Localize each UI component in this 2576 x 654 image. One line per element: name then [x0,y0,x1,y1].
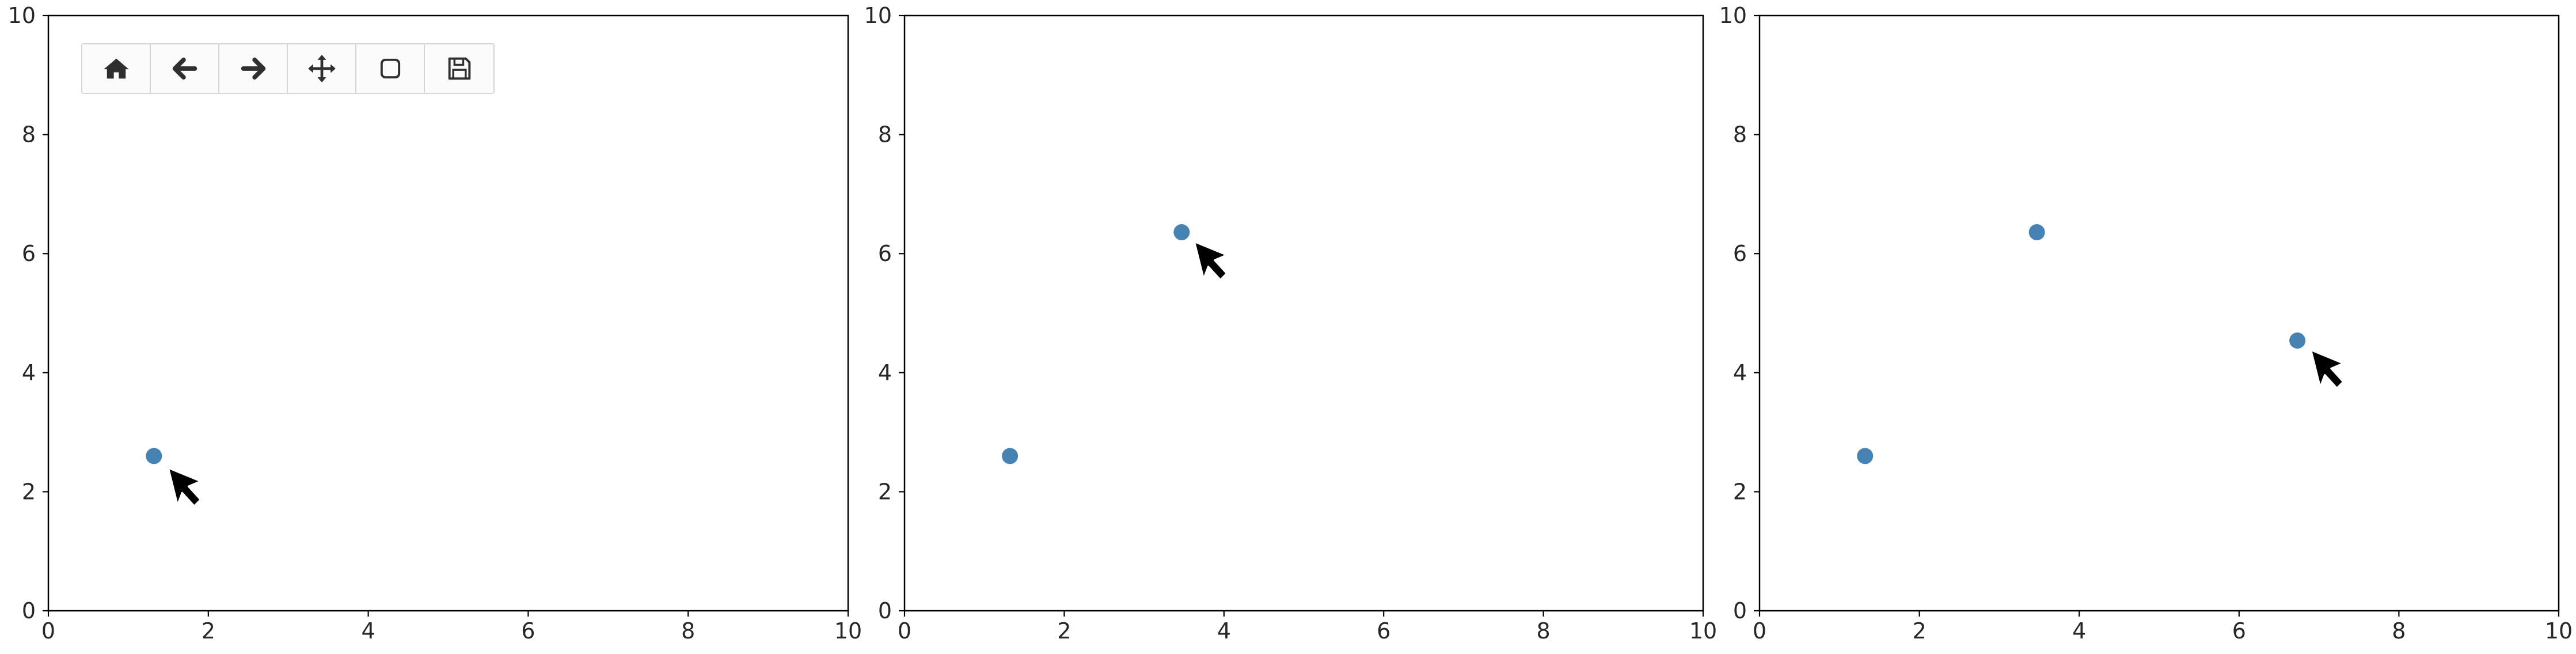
y-tick-label: 4 [878,360,892,385]
x-tick-label: 10 [2545,618,2573,644]
y-tick-label: 10 [1719,3,1747,28]
y-tick-label: 6 [878,241,892,266]
axes-frame [1758,14,2560,612]
arrow-right-icon [241,57,265,80]
x-tick-label: 8 [681,618,695,644]
y-tick-label: 10 [864,3,892,28]
y-tick-label: 0 [22,598,36,623]
x-tick-label: 0 [1753,618,1766,644]
axes-frame [47,14,849,612]
move-arrows-icon [307,55,336,82]
x-tick-label: 6 [2232,618,2246,644]
data-point [1857,448,1874,464]
navigation-toolbar [81,43,495,94]
axes-panel-3: 0 2 4 6 8 10 0 2 4 6 8 10 [1719,3,2573,644]
home-icon [103,58,129,79]
pan-button[interactable] [288,44,356,93]
mouse-cursor-icon [167,467,202,507]
data-point [146,448,162,464]
data-point [1173,224,1190,241]
x-tick-label: 0 [41,618,55,644]
x-tick-label: 2 [1057,618,1071,644]
x-tick-label: 4 [2072,618,2086,644]
back-button[interactable] [151,44,219,93]
y-tick-label: 10 [8,3,36,28]
y-tick-label: 2 [878,479,892,504]
x-tick-label: 4 [362,618,375,644]
x-tick-label: 4 [1217,618,1231,644]
x-tick-label: 10 [834,618,862,644]
save-button[interactable] [425,44,493,93]
data-point [1002,448,1019,464]
zoom-rect-icon [380,58,400,79]
y-tick-label: 2 [1733,479,1747,504]
axes-panel-2: 0 2 4 6 8 10 0 2 4 6 8 10 [864,3,1718,644]
axes-frame [903,14,1704,612]
y-tick-label: 4 [1733,360,1747,385]
x-tick-label: 6 [1377,618,1390,644]
x-tick-label: 8 [1537,618,1551,644]
y-tick-label: 8 [1733,122,1747,148]
x-tick-label: 6 [521,618,535,644]
data-point [2289,332,2306,349]
axes-panel-1: 0 2 4 6 8 10 0 2 4 6 8 10 [8,3,863,644]
y-tick-label: 8 [22,122,36,148]
x-tick-label: 2 [202,618,215,644]
x-tick-label: 8 [2392,618,2406,644]
y-tick-label: 0 [1733,598,1747,623]
home-button[interactable] [82,44,151,93]
y-tick-label: 0 [878,598,892,623]
floppy-disk-icon [448,57,470,80]
arrow-left-icon [172,57,197,80]
y-tick-label: 8 [878,122,892,148]
x-tick-label: 10 [1689,618,1717,644]
y-tick-label: 4 [22,360,36,385]
x-tick-label: 2 [1913,618,1927,644]
forward-button[interactable] [219,44,288,93]
data-point [2028,224,2045,241]
y-tick-label: 6 [22,241,36,266]
y-tick-label: 6 [1733,241,1747,266]
x-tick-label: 0 [898,618,911,644]
mouse-cursor-icon [2310,349,2345,390]
y-tick-label: 2 [22,479,36,504]
zoom-button[interactable] [356,44,425,93]
mouse-cursor-icon [1193,241,1228,281]
